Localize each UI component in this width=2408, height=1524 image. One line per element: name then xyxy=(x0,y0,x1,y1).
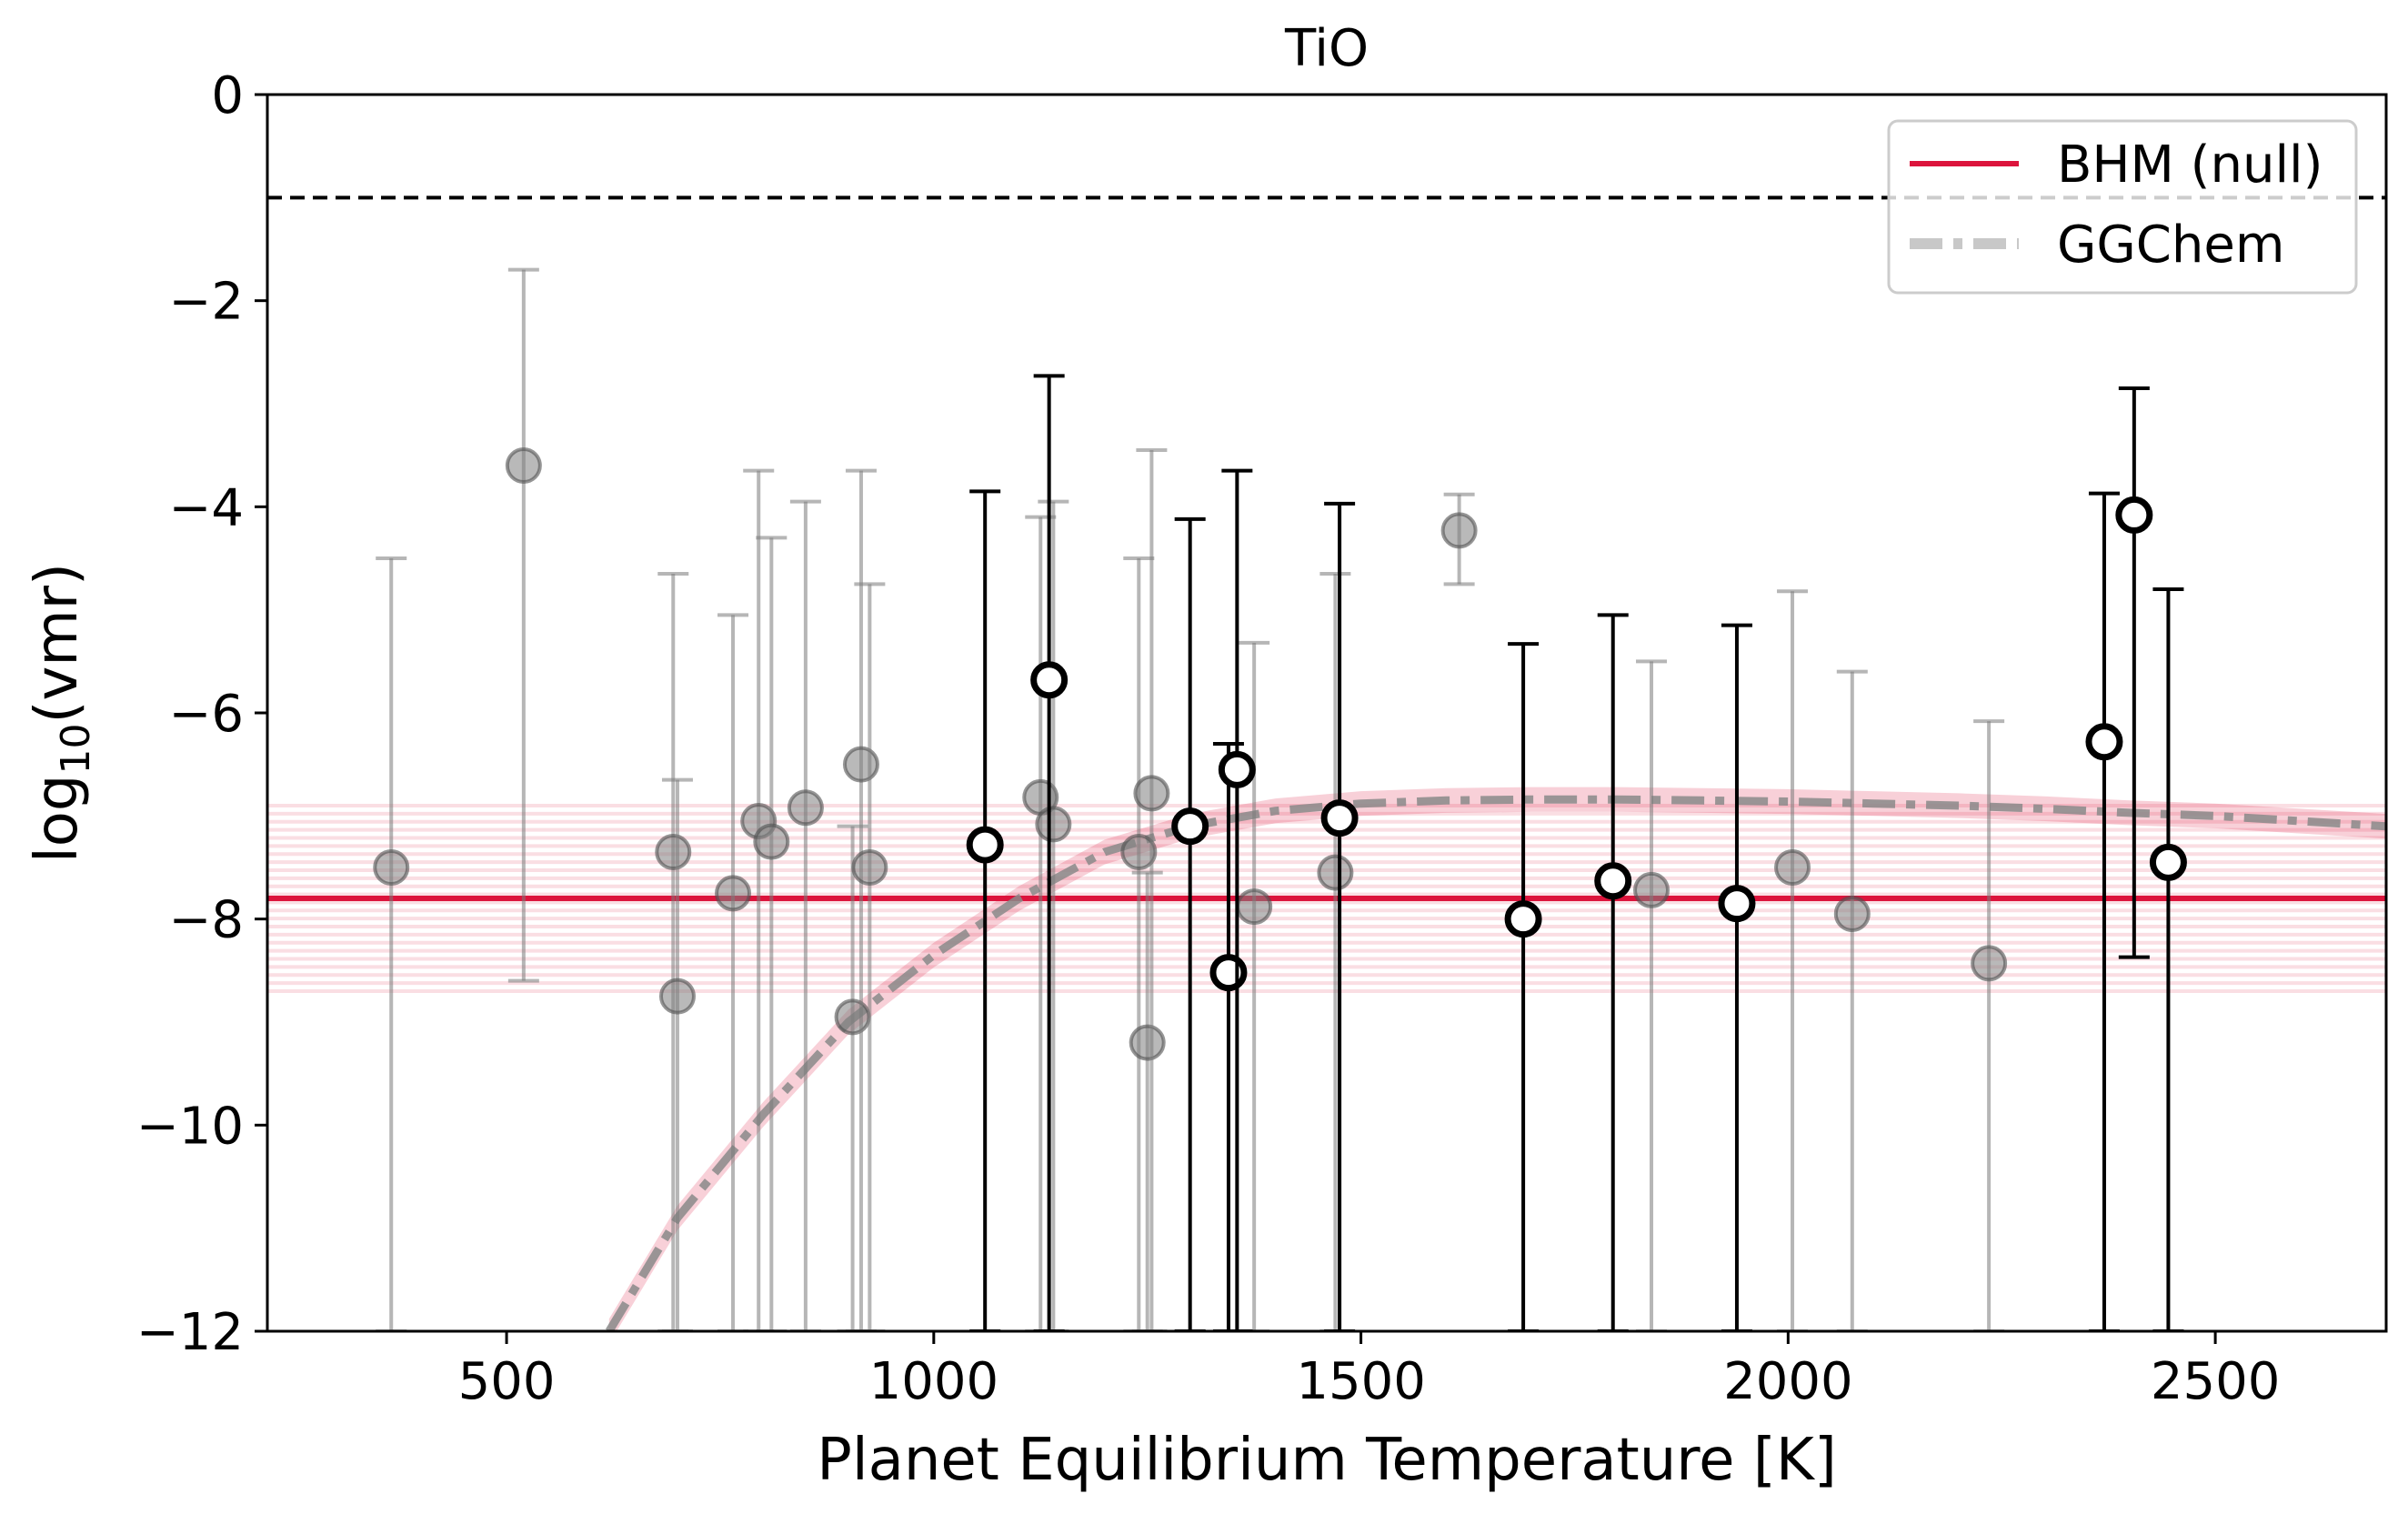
marker xyxy=(2115,496,2153,534)
data-point xyxy=(2085,491,2123,1331)
x-tick-label: 2500 xyxy=(2151,1352,2281,1411)
y-axis-label-post: (vmr) xyxy=(24,563,91,723)
faded-point xyxy=(505,267,542,983)
x-axis-label: Planet Equilibrium Temperature [K] xyxy=(817,1427,1837,1494)
marker xyxy=(658,978,696,1015)
data-point xyxy=(1171,516,1209,1331)
ggchem-curve xyxy=(605,795,2386,1331)
y-axis-label-sub: 10 xyxy=(53,723,99,774)
marker xyxy=(966,826,1004,864)
plot-area xyxy=(267,196,2386,1331)
faded-point xyxy=(851,582,888,1331)
axes: 500 1000 1500 2000 2500 0 −2 −4 −6 −8 −10 −12 xyxy=(136,66,2281,1411)
marker xyxy=(505,447,542,484)
data-point xyxy=(1594,613,1632,1331)
ggchem-curve-group xyxy=(605,787,2386,1331)
marker xyxy=(2085,723,2123,761)
marker xyxy=(842,746,879,783)
marker xyxy=(787,789,824,827)
data-point xyxy=(966,489,1004,1331)
legend-label-ggchem: GGChem xyxy=(2057,216,2284,275)
faded-point xyxy=(715,613,752,1331)
faded-point xyxy=(1120,556,1158,1331)
marker xyxy=(1218,750,1256,788)
legend: BHM (null) GGChem xyxy=(1887,119,2358,295)
marker xyxy=(1320,799,1359,837)
y-axis-label: log10(vmr) xyxy=(24,563,99,863)
faded-point xyxy=(1440,492,1478,587)
faded-point xyxy=(1833,669,1871,1331)
marker xyxy=(1317,854,1354,891)
faded-point xyxy=(787,499,824,1331)
data-point xyxy=(1718,623,1756,1331)
data-point xyxy=(1504,642,1542,1331)
x-tick-label: 1000 xyxy=(869,1352,999,1411)
marker xyxy=(1030,661,1069,699)
faded-point xyxy=(1129,870,1166,1331)
marker xyxy=(1833,896,1871,932)
faded-point xyxy=(1133,448,1170,1331)
y-tick-label: −4 xyxy=(168,478,244,537)
marker xyxy=(1504,900,1542,938)
y-tick-label: −12 xyxy=(136,1303,244,1362)
faded-point xyxy=(1035,499,1072,1331)
faded-point xyxy=(1317,572,1354,1331)
y-tick-label: 0 xyxy=(211,66,244,125)
data-point xyxy=(1218,468,1256,1331)
marker xyxy=(1774,849,1811,886)
faded-point xyxy=(1774,589,1811,1331)
faded-point xyxy=(740,468,778,1331)
y-tick-label: −6 xyxy=(168,685,244,744)
marker xyxy=(1440,512,1478,549)
x-tick-label: 2000 xyxy=(1723,1352,1853,1411)
faded-point xyxy=(753,536,790,1331)
data-point xyxy=(1320,501,1359,1331)
data-point xyxy=(2115,386,2153,959)
marker xyxy=(1718,885,1756,923)
marker xyxy=(1209,954,1248,992)
marker xyxy=(851,849,888,886)
marker xyxy=(1236,888,1273,926)
marker xyxy=(1035,806,1072,843)
marker xyxy=(1594,862,1632,900)
faded-point xyxy=(373,556,410,1331)
y-tick-label: −2 xyxy=(168,273,244,332)
marker xyxy=(655,834,692,870)
legend-label-bhm: BHM (null) xyxy=(2057,135,2323,195)
data-points-group xyxy=(373,267,2187,1331)
bhm-uncertainty-band xyxy=(267,804,2386,993)
marker xyxy=(1133,775,1170,812)
y-tick-label: −8 xyxy=(168,891,244,950)
chart-title: TiO xyxy=(1284,19,1369,78)
data-point xyxy=(2149,587,2187,1331)
faded-point xyxy=(1236,640,1273,1331)
marker xyxy=(715,875,752,912)
marker xyxy=(2149,843,2187,881)
faded-point xyxy=(655,572,692,1331)
faded-point xyxy=(658,777,696,1331)
x-tick-label: 1500 xyxy=(1296,1352,1426,1411)
x-tick-label: 500 xyxy=(458,1352,556,1411)
data-point xyxy=(1030,374,1069,1331)
marker xyxy=(1971,945,2008,982)
marker xyxy=(1633,871,1671,908)
faded-point xyxy=(1633,659,1671,1331)
marker xyxy=(1120,834,1158,870)
faded-point xyxy=(1971,719,2008,1331)
marker xyxy=(1171,807,1209,846)
marker xyxy=(834,998,871,1036)
y-axis-label-pre: log xyxy=(24,774,91,863)
marker xyxy=(373,849,410,886)
marker xyxy=(753,823,790,860)
marker xyxy=(1129,1024,1166,1061)
y-tick-label: −10 xyxy=(136,1097,244,1156)
